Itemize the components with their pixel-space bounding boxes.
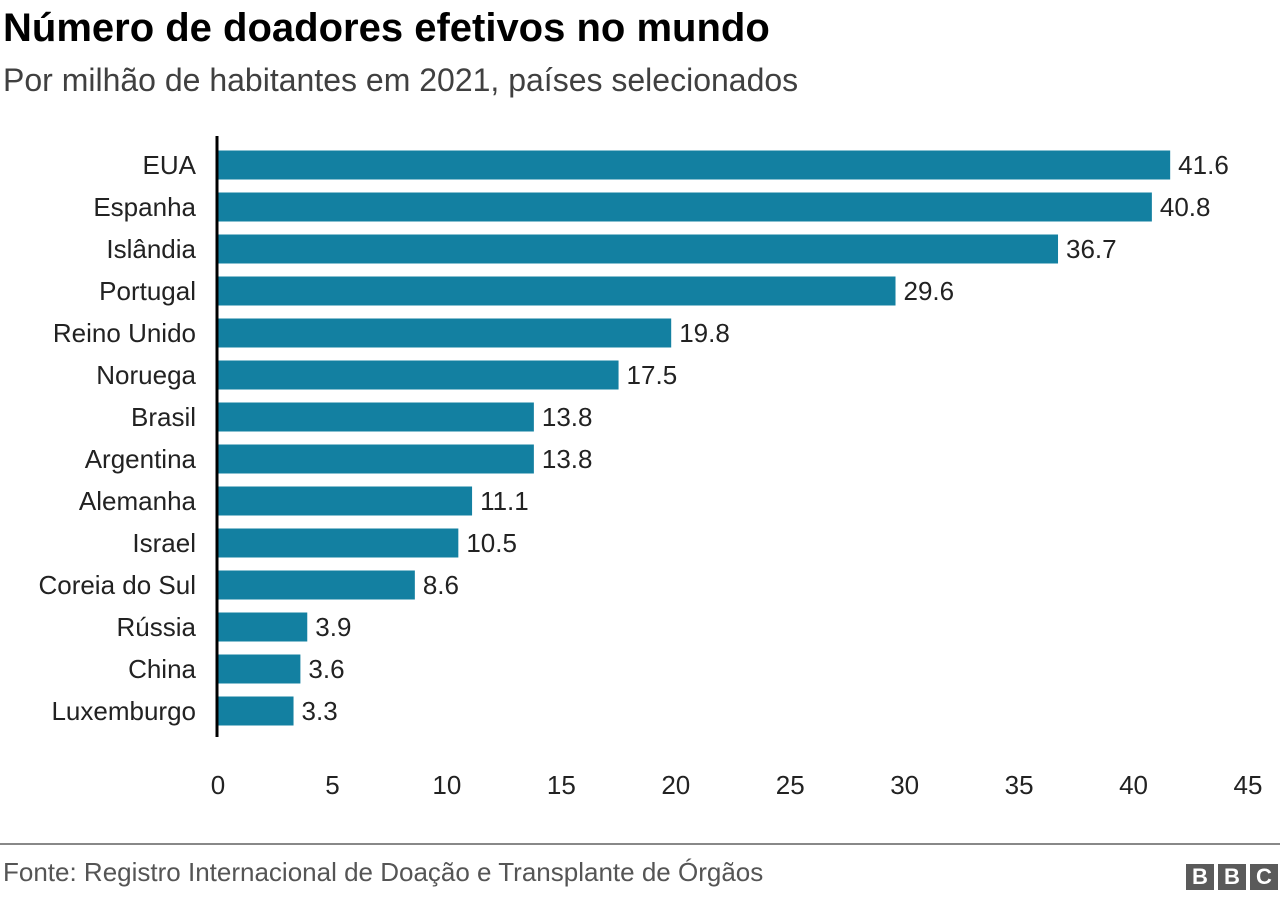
x-tick-label: 20 — [661, 770, 690, 800]
bar — [218, 318, 672, 348]
category-label: EUA — [143, 150, 197, 180]
x-tick-label: 40 — [1119, 770, 1148, 800]
data-label: 13.8 — [542, 402, 593, 432]
data-label: 3.6 — [308, 654, 344, 684]
category-label: Israel — [132, 528, 196, 558]
bar — [218, 654, 301, 684]
x-tick-label: 45 — [1234, 770, 1263, 800]
data-label: 17.5 — [627, 360, 678, 390]
category-label: Reino Unido — [53, 318, 196, 348]
data-label: 19.8 — [679, 318, 730, 348]
data-label: 13.8 — [542, 444, 593, 474]
bar — [218, 444, 534, 474]
category-label: Portugal — [99, 276, 196, 306]
data-label: 10.5 — [466, 528, 517, 558]
x-tick-label: 35 — [1005, 770, 1034, 800]
category-label: Islândia — [106, 234, 196, 264]
category-label: China — [128, 654, 196, 684]
bar — [218, 276, 896, 306]
x-tick-label: 30 — [890, 770, 919, 800]
bar — [218, 696, 294, 726]
x-tick-label: 5 — [325, 770, 339, 800]
x-tick-label: 15 — [547, 770, 576, 800]
category-label: Espanha — [93, 192, 196, 222]
data-label: 3.9 — [315, 612, 351, 642]
category-label: Noruega — [96, 360, 196, 390]
data-label: 41.6 — [1178, 150, 1229, 180]
chart-title: Número de doadores efetivos no mundo — [3, 6, 770, 50]
bar — [218, 360, 619, 390]
category-label: Alemanha — [79, 486, 197, 516]
bar — [218, 192, 1152, 222]
data-label: 29.6 — [904, 276, 955, 306]
bar — [218, 234, 1059, 264]
x-tick-label: 0 — [211, 770, 225, 800]
bar — [218, 528, 459, 558]
data-label: 11.1 — [480, 486, 529, 516]
chart-subtitle: Por milhão de habitantes em 2021, países… — [3, 62, 799, 98]
data-label: 8.6 — [423, 570, 459, 600]
x-tick-label: 25 — [776, 770, 805, 800]
bar-chart: EUA 41.6 Espanha 40.8 Islândia 36.7 Portugal 29… — [38, 136, 1263, 800]
data-label: 3.3 — [302, 696, 338, 726]
category-label: Coreia do Sul — [38, 570, 196, 600]
category-label: Argentina — [85, 444, 197, 474]
category-label: Luxemburgo — [51, 696, 196, 726]
bar — [218, 150, 1171, 180]
category-label: Rússia — [117, 612, 197, 642]
bar — [218, 612, 308, 642]
category-label: Brasil — [131, 402, 196, 432]
x-tick-label: 10 — [432, 770, 461, 800]
bar — [218, 486, 473, 516]
data-label: 36.7 — [1066, 234, 1117, 264]
data-label: 40.8 — [1160, 192, 1211, 222]
bar — [218, 570, 415, 600]
footer-divider — [0, 843, 1280, 845]
bar — [218, 402, 534, 432]
source-note: Fonte: Registro Internacional de Doação … — [3, 857, 764, 887]
